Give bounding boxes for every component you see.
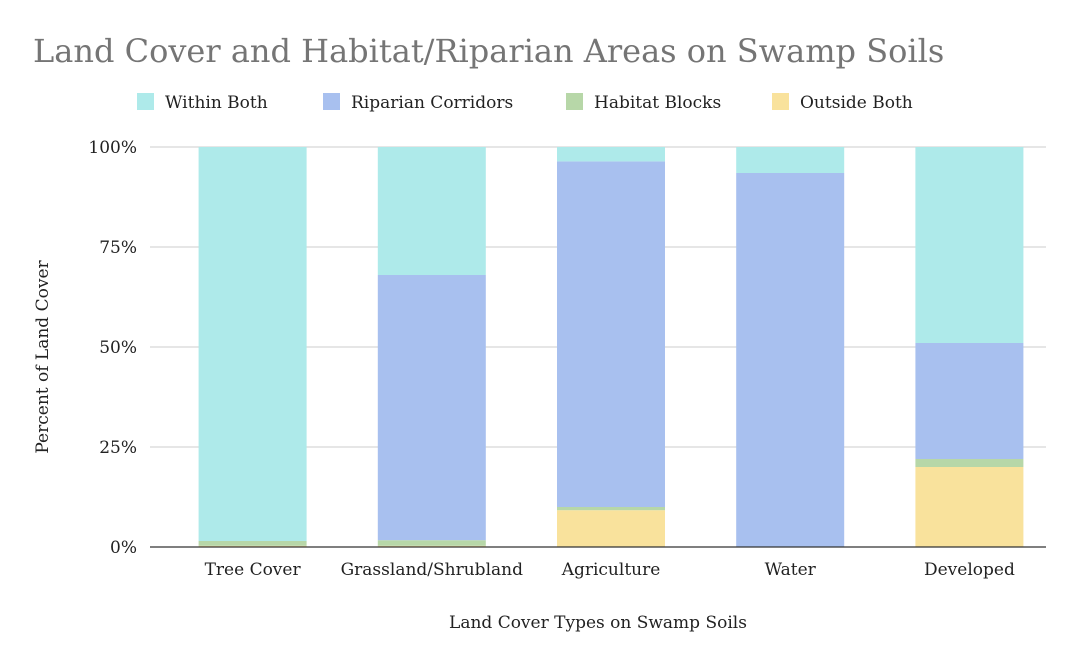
bar-stack <box>915 147 1024 547</box>
y-tick-label: 75% <box>99 238 137 258</box>
x-tick-label: Grassland/Shrubland <box>341 560 523 580</box>
bar-segment <box>377 275 486 541</box>
bar-segment <box>557 510 665 547</box>
bar-segment <box>198 541 307 546</box>
legend-swatch <box>772 93 789 110</box>
bar-stack <box>377 147 486 547</box>
chart-title: Land Cover and Habitat/Riparian Areas on… <box>33 32 944 70</box>
x-tick-label: Water <box>765 560 817 580</box>
y-tick-label: 25% <box>99 438 137 458</box>
bar-segment <box>915 343 1024 459</box>
x-tick-label: Developed <box>924 560 1015 580</box>
bar-segment <box>557 161 665 507</box>
bar-segment <box>198 147 307 541</box>
bar-segment <box>915 467 1024 547</box>
x-tick-label: Agriculture <box>561 560 661 580</box>
bar-segment <box>736 173 845 547</box>
bar-segment <box>915 147 1024 343</box>
bar-segment <box>377 540 486 546</box>
bar-segment <box>915 459 1024 467</box>
y-axis-title: Percent of Land Cover <box>33 260 53 454</box>
bar-segment <box>377 147 486 275</box>
bar-segment <box>736 147 845 173</box>
bar-segment <box>557 147 665 162</box>
y-tick-label: 100% <box>88 138 137 158</box>
legend-item: Within Both <box>137 93 268 113</box>
y-tick-label: 0% <box>110 538 137 558</box>
bars <box>198 147 1024 547</box>
bar-stack <box>198 147 307 547</box>
legend-label: Within Both <box>165 93 268 113</box>
y-tick-label: 50% <box>99 338 137 358</box>
bar-stack <box>736 147 845 547</box>
legend-swatch <box>566 93 583 110</box>
x-tick-label: Tree Cover <box>205 560 302 580</box>
legend-label: Outside Both <box>800 93 913 113</box>
bar-segment <box>557 507 665 511</box>
legend-label: Habitat Blocks <box>594 93 721 113</box>
legend-swatch <box>323 93 340 110</box>
y-axis-ticks: 0% 25% 50% 75% 100% <box>88 138 137 558</box>
legend: Within Both Riparian Corridors Habitat Blo… <box>137 93 913 113</box>
legend-item: Outside Both <box>772 93 913 113</box>
legend-item: Habitat Blocks <box>566 93 721 113</box>
legend-item: Riparian Corridors <box>323 93 513 113</box>
legend-swatch <box>137 93 154 110</box>
legend-label: Riparian Corridors <box>351 93 513 113</box>
x-axis-title: Land Cover Types on Swamp Soils <box>449 613 747 633</box>
bar-stack <box>557 147 665 547</box>
x-axis-ticks: Tree Cover Grassland/Shrubland Agriculture… <box>205 560 1015 580</box>
